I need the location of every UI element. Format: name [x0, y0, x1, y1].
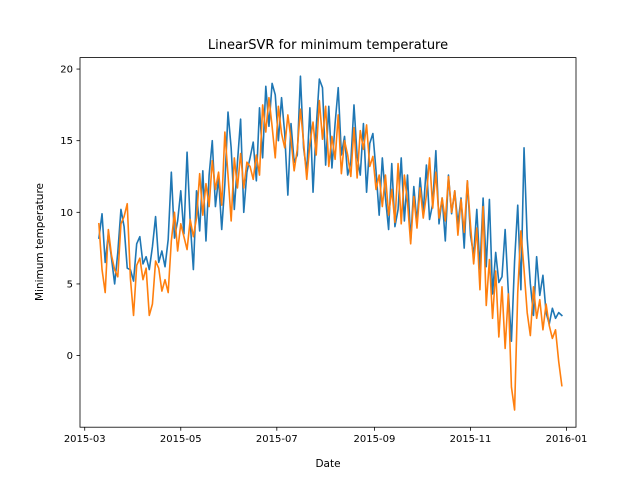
x-tick-label: 2015-09 — [354, 434, 396, 445]
y-tick-label: 15 — [60, 136, 73, 147]
y-tick-label: 10 — [60, 208, 73, 219]
series-line-2 — [98, 96, 563, 411]
y-tick-label: 5 — [67, 279, 73, 290]
x-tick-label: 2015-03 — [64, 434, 106, 445]
series-layer — [98, 75, 563, 411]
x-tick-label: 2016-01 — [546, 434, 588, 445]
chart-title: LinearSVR for minimum temperature — [208, 38, 448, 53]
axes-frame — [79, 57, 577, 428]
y-axis-title: Minimum temperature — [34, 183, 46, 301]
x-axis-title: Date — [315, 458, 340, 470]
x-tick-label: 2015-05 — [160, 434, 202, 445]
x-tick-label: 2015-07 — [256, 434, 298, 445]
y-axis: 0 5 10 15 20 — [60, 65, 80, 362]
x-tick-label: 2015-11 — [450, 434, 492, 445]
x-axis: 2015-03 2015-05 2015-07 2015-09 2015-11 2016-… — [64, 427, 588, 445]
y-tick-label: 20 — [60, 65, 73, 76]
plot-area — [79, 57, 577, 428]
y-tick-label: 0 — [67, 351, 73, 362]
